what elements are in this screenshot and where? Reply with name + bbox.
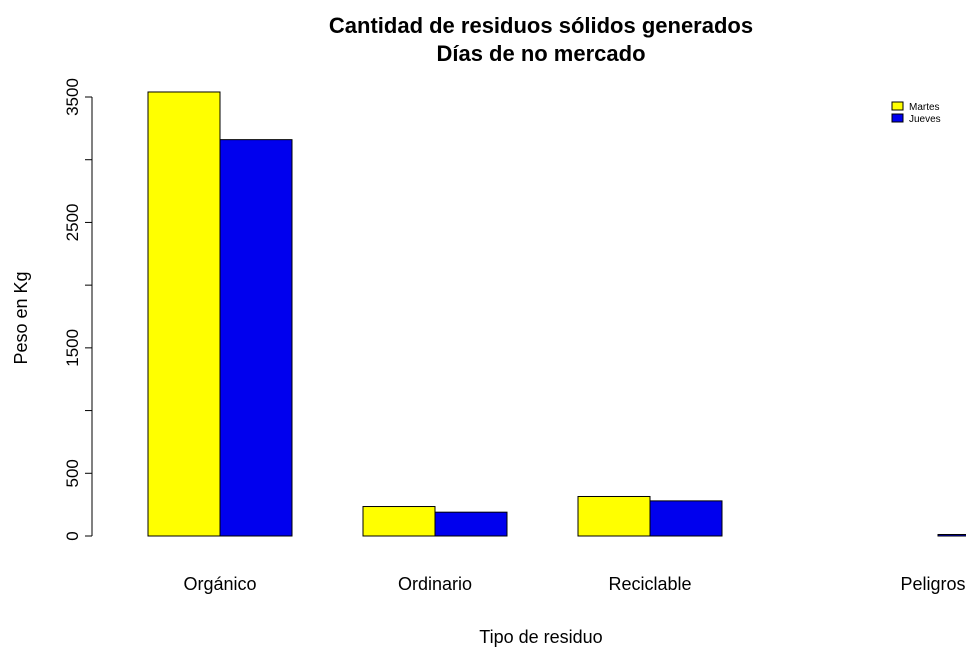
y-axis: 0 500 1500 2500 3500 bbox=[63, 78, 93, 541]
bars bbox=[147, 91, 966, 537]
bar-martes-3 bbox=[577, 495, 651, 537]
bar-jueves-2 bbox=[434, 511, 508, 537]
category-label: Peligroso bbox=[900, 574, 966, 594]
category-labels: Orgánico Ordinario Reciclable Peligroso bbox=[183, 574, 966, 594]
bar-martes-2 bbox=[362, 506, 436, 537]
y-tick-label: 0 bbox=[63, 531, 82, 540]
chart-subtitle: Días de no mercado bbox=[436, 41, 645, 66]
bar-jueves-4 bbox=[937, 533, 966, 537]
legend-swatch-jueves bbox=[891, 113, 904, 123]
legend-label-jueves: Jueves bbox=[909, 114, 941, 125]
bar-jueves-1 bbox=[219, 139, 293, 537]
chart-title: Cantidad de residuos sólidos generados bbox=[329, 13, 753, 38]
legend-label-martes: Martes bbox=[909, 102, 940, 113]
category-label: Reciclable bbox=[608, 574, 691, 594]
y-tick-label: 1500 bbox=[63, 329, 82, 367]
x-axis-label: Tipo de residuo bbox=[479, 627, 602, 647]
category-label: Ordinario bbox=[398, 574, 472, 594]
y-tick-label: 3500 bbox=[63, 78, 82, 116]
y-tick-label: 500 bbox=[63, 459, 82, 487]
bar-martes-1 bbox=[147, 91, 221, 537]
y-axis-label: Peso en Kg bbox=[11, 271, 31, 364]
category-label: Orgánico bbox=[183, 574, 256, 594]
bar-jueves-3 bbox=[649, 500, 723, 537]
legend-swatch-martes bbox=[891, 101, 904, 111]
y-tick-label: 2500 bbox=[63, 204, 82, 242]
